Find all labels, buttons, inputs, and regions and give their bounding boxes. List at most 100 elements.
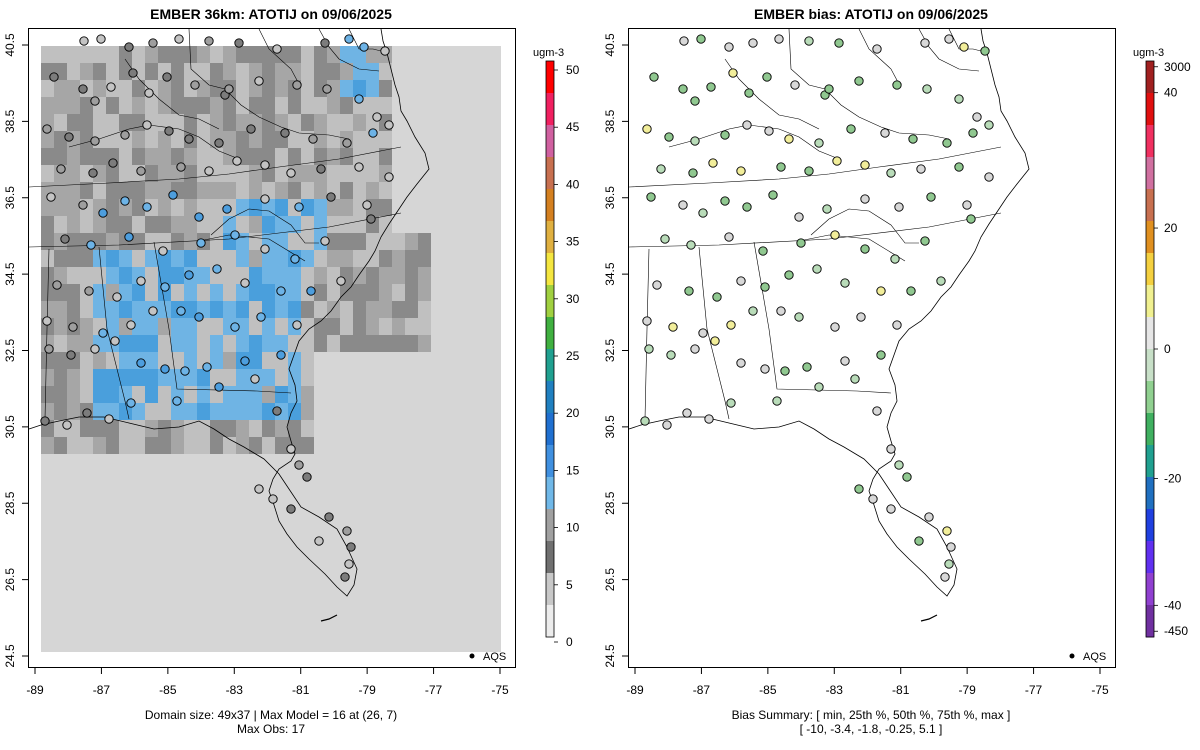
model-grid-cell <box>106 318 119 335</box>
model-grid-cell <box>405 335 418 352</box>
model-grid-cell <box>314 114 327 131</box>
model-station-marker <box>204 36 214 46</box>
model-grid-cell <box>119 403 132 420</box>
bias-station-marker <box>742 120 752 130</box>
model-grid-cell <box>223 250 236 267</box>
model-grid-cell <box>145 165 158 182</box>
model-grid-cell <box>353 131 366 148</box>
bias-station-marker <box>698 328 708 338</box>
bias-station-marker <box>666 350 676 360</box>
model-grid-cell <box>197 403 210 420</box>
model-grid-cell <box>80 335 93 352</box>
model-grid-cell <box>184 182 197 199</box>
model-grid-cell <box>379 182 392 199</box>
bias-station-marker <box>840 278 850 288</box>
model-colorbar-unit: ugm-3 <box>533 47 565 59</box>
bias-station-marker <box>914 536 924 546</box>
model-grid-cell <box>327 114 340 131</box>
model-grid-cell <box>249 63 262 80</box>
model-station-marker <box>88 168 98 178</box>
model-station-marker <box>142 120 152 130</box>
model-grid-cell <box>119 250 132 267</box>
bias-colorbar-segment <box>1146 477 1154 510</box>
model-station-marker <box>308 134 318 144</box>
bias-station-marker <box>760 364 770 374</box>
model-grid-cell <box>80 97 93 114</box>
coastline <box>28 28 430 597</box>
model-grid-cell <box>275 318 288 335</box>
model-grid-cell <box>210 97 223 114</box>
model-grid-cell <box>197 46 210 63</box>
model-grid-cell <box>106 250 119 267</box>
bias-station-marker <box>846 124 856 134</box>
model-station-marker <box>292 320 302 330</box>
model-grid-cell <box>353 63 366 80</box>
model-grid-cell <box>418 301 431 318</box>
model-grid-cell <box>41 165 54 182</box>
model-grid-cell <box>366 80 379 97</box>
model-grid-cell <box>158 199 171 216</box>
model-station-marker <box>359 42 369 52</box>
model-station-marker <box>286 504 296 514</box>
model-grid-cell <box>184 437 197 454</box>
model-grid-cell <box>119 437 132 454</box>
model-station-marker <box>342 526 352 536</box>
model-grid-cell <box>301 369 314 386</box>
model-grid-cell <box>106 46 119 63</box>
model-station-marker <box>148 306 158 316</box>
model-colorbar-segment <box>546 381 554 414</box>
bias-station-marker <box>642 316 652 326</box>
model-grid-cell <box>249 199 262 216</box>
model-station-marker <box>184 270 194 280</box>
model-grid-cell <box>67 335 80 352</box>
bias-colorbar-segment <box>1146 509 1154 542</box>
model-grid-cell <box>314 250 327 267</box>
model-grid-cell <box>262 352 275 369</box>
model-station-marker <box>190 80 200 90</box>
model-colorbar-segment <box>546 317 554 350</box>
bias-station-marker <box>802 362 812 372</box>
bias-station-marker <box>876 286 886 296</box>
bias-station-marker <box>940 572 950 582</box>
bias-station-marker <box>812 264 822 274</box>
model-grid-cell <box>67 199 80 216</box>
model-grid-cell <box>132 369 145 386</box>
model-station-marker <box>384 172 394 182</box>
bias-colorbar-segment <box>1146 125 1154 158</box>
model-grid-cell <box>340 318 353 335</box>
model-grid-cell <box>106 386 119 403</box>
model-station-marker <box>126 320 136 330</box>
model-station-marker <box>158 246 168 256</box>
model-grid-cell <box>93 386 106 403</box>
model-grid-cell <box>80 301 93 318</box>
model-grid-cell <box>327 46 340 63</box>
model-grid-cell <box>288 420 301 437</box>
model-grid-cell <box>210 301 223 318</box>
bias-station-marker <box>894 202 904 212</box>
model-grid-cell <box>223 182 236 199</box>
model-grid-cell <box>340 216 353 233</box>
model-station-marker <box>302 472 312 482</box>
model-colorbar-segment <box>546 573 554 606</box>
model-grid-cell <box>145 250 158 267</box>
model-grid-cell <box>158 216 171 233</box>
model-grid-cell <box>262 301 275 318</box>
bias-colorbar-segment <box>1146 189 1154 222</box>
model-grid-cell <box>223 63 236 80</box>
model-grid-cell <box>158 80 171 97</box>
model-map-axes: -89 -87 -85 -83 -81 -79 -77 -75 40.5 38.5 36.5 34.5… <box>3 33 509 697</box>
model-grid-cell <box>418 267 431 284</box>
model-grid-cell <box>106 267 119 284</box>
model-x-tick-label: -75 <box>491 683 509 697</box>
bias-station-marker <box>712 292 722 302</box>
model-grid-cell <box>210 369 223 386</box>
model-grid-cell <box>236 301 249 318</box>
bias-x-tick-label: -75 <box>1091 683 1109 697</box>
model-grid-cell <box>340 199 353 216</box>
bias-station-marker <box>794 312 804 322</box>
model-grid-cell <box>93 182 106 199</box>
model-grid-cell <box>80 46 93 63</box>
model-grid-cell <box>171 199 184 216</box>
model-station-marker <box>104 414 114 424</box>
model-grid-cell <box>366 284 379 301</box>
